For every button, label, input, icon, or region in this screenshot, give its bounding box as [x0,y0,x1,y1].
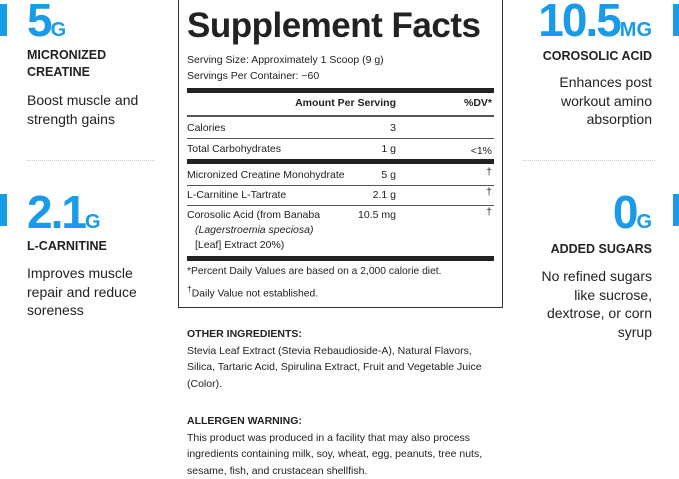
footnote-text: Daily Value not established. [191,288,319,300]
sugars-desc: No refined sugars like sucrose, dextrose, … [541,268,652,340]
divider [187,138,494,139]
row-amount: 5 g [381,169,396,181]
divider [187,159,494,164]
footnote-dv: *Percent Daily Values are based on a 2,0… [187,266,442,277]
other-ingredients-heading: OTHER INGREDIENTS: [187,328,302,340]
sugars-amount: 0G [612,186,652,238]
serving-size: Serving Size: Approximately 1 Scoop (9 g… [187,54,384,66]
facts-title: Supplement Facts [187,6,481,45]
divider [187,88,494,93]
creatine-amount: 5G [27,0,67,46]
accent-bar [673,4,679,36]
row-name-line2: (Lagerstroemia speciosa) [195,224,314,236]
footnote-not-established: †Daily Value not established. [187,284,318,299]
sugars-label: ADDED SUGARS [550,242,652,256]
carnitine-amount: 2.1G [27,186,101,238]
carnitine-desc: Improves muscle repair and reduce soreness [27,265,137,318]
carnitine-label: L-CARNITINE [27,239,107,253]
other-ingredients-text: Stevia Leaf Extract (Stevia Rebaudioside… [187,344,482,390]
servings-per-container: Servings Per Container: ~60 [187,70,320,82]
corosolic-label: COROSOLIC ACID [542,49,652,63]
row-name: Micronized Creatine Monohydrate [187,169,345,181]
allergen-text: This product was produced in a facility … [187,431,483,477]
header-amount: Amount Per Serving [295,97,396,109]
divider [523,160,655,161]
accent-bar [673,194,679,226]
corosolic-amount: 10.5MG [538,0,652,46]
row-amount: 2.1 g [372,189,396,201]
divider [187,205,494,206]
row-name: L-Carnitine L-Tartrate [187,189,287,201]
row-dv: † [486,206,492,218]
row-dv: † [486,166,492,178]
allergen-warning: ALLERGEN WARNING: This product was produ… [187,413,497,479]
row-name-line3: [Leaf] Extract 20%) [195,239,285,251]
corosolic-desc: Enhances post workout amino absorption [559,74,652,127]
row-dv: † [486,186,492,198]
row-name: Corosolic Acid (from Banaba [187,209,321,221]
allergen-heading: ALLERGEN WARNING: [187,415,302,427]
row-name: Total Carbohydrates [187,143,281,155]
creatine-label: MICRONIZED CREATINE [27,48,107,79]
divider [187,256,494,261]
accent-bar [0,194,7,226]
accent-bar [0,4,7,36]
other-ingredients: OTHER INGREDIENTS: Stevia Leaf Extract (… [187,326,497,392]
divider [187,115,494,117]
divider [187,185,494,186]
header-dv: %DV* [463,97,492,109]
row-name: Calories [187,122,226,134]
row-amount: 3 [390,122,396,134]
creatine-desc: Boost muscle and strength gains [27,92,139,127]
supplement-facts-panel: Supplement Facts Serving Size: Approxima… [178,0,503,308]
row-amount: 10.5 mg [358,209,396,221]
divider [27,160,155,161]
row-dv: <1% [470,145,492,157]
dagger-mark: † [187,284,192,294]
row-amount: 1 g [381,143,396,155]
